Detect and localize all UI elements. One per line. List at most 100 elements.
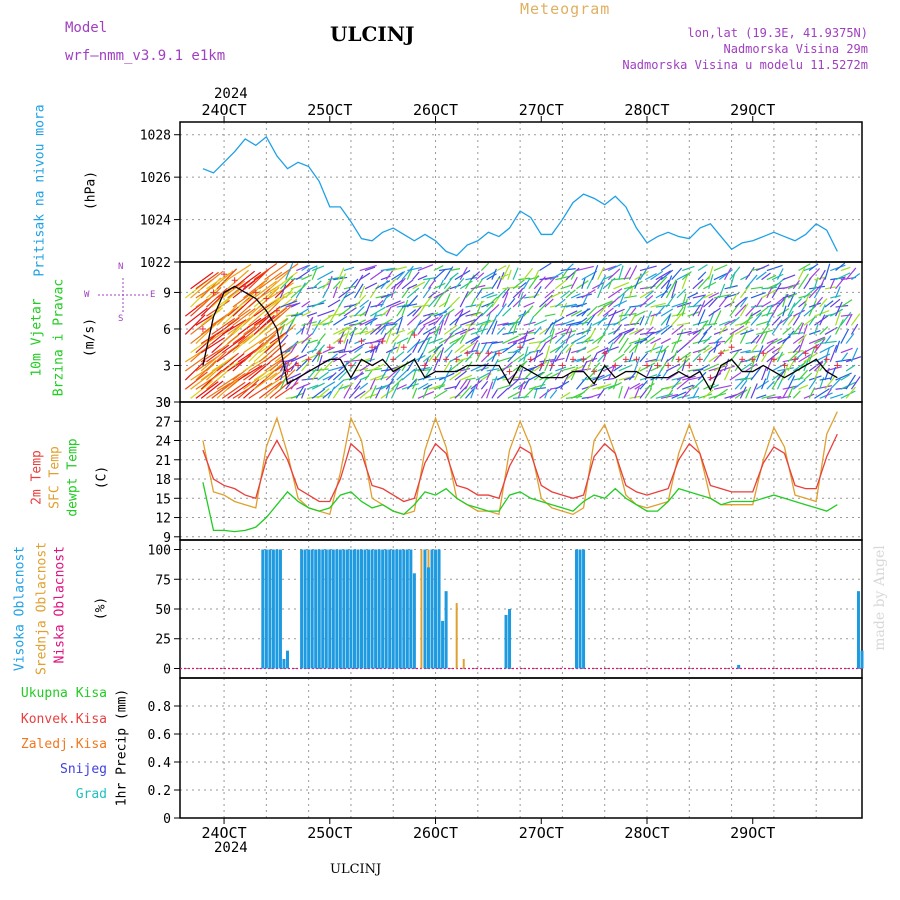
wind-arrow	[243, 342, 265, 363]
wind-arrow	[586, 393, 601, 399]
cloud-high-bar	[737, 664, 741, 669]
wind-arrow	[248, 382, 273, 399]
wind-arrow	[813, 338, 826, 354]
wind-arrow	[443, 342, 456, 354]
wind-arrow	[554, 334, 566, 344]
wind-arrow	[433, 343, 443, 354]
wind-arrow	[290, 311, 299, 326]
pressure-line	[202, 135, 838, 257]
wind-arrow	[417, 391, 435, 399]
wind-arrow	[385, 350, 392, 363]
wind-arrow	[391, 301, 405, 308]
wind-arrow	[375, 280, 391, 290]
cloud-mid-bar	[462, 658, 465, 669]
y-tick-label: 1022	[140, 256, 171, 271]
wind-arrow	[581, 270, 598, 281]
wind-arrow	[475, 288, 483, 299]
wind-arrow	[539, 359, 554, 363]
wind-arrow	[221, 305, 243, 326]
wind-arrow	[486, 293, 498, 299]
wind-arrow	[660, 370, 669, 381]
wind-arrow	[417, 275, 428, 281]
y-tick-label: 50	[155, 603, 171, 618]
wind-arrow	[644, 290, 654, 299]
y-tick-label: 0	[163, 812, 171, 827]
wind-arrow	[385, 386, 391, 399]
wind-arrow	[354, 390, 366, 399]
wind-arrow	[729, 293, 738, 308]
wind-arrow	[279, 364, 287, 381]
wind-arrow	[745, 312, 754, 326]
wind-arrow	[243, 317, 267, 335]
wind-arrow	[264, 354, 289, 372]
wind-arrow	[650, 337, 662, 345]
wind-arrow	[560, 343, 569, 354]
wind-arrow	[412, 387, 418, 399]
wind-arrow	[708, 355, 719, 363]
y-tick-label: 27	[155, 415, 171, 430]
wind-arrow	[438, 279, 444, 290]
cloud-mid-bar	[455, 603, 458, 669]
wind-arrow	[227, 263, 252, 281]
wind-arrow	[449, 394, 461, 399]
wind-arrow	[295, 308, 310, 317]
wind-arrow	[597, 300, 613, 308]
wind-arrow	[391, 363, 405, 372]
wind-arrow	[517, 343, 525, 354]
wind-arrow	[829, 344, 838, 363]
y-tick-label: 0.8	[148, 700, 171, 715]
wind-arrow	[184, 314, 206, 335]
wind-arrow	[375, 341, 381, 353]
cloud-high-bar	[352, 549, 356, 669]
wind-arrow	[782, 305, 787, 317]
wind-arrow	[787, 302, 796, 317]
wind-arrow	[517, 293, 524, 308]
wind-arrow	[787, 375, 796, 390]
wind-arrow	[470, 379, 483, 390]
wind-arrow	[697, 300, 706, 317]
wind-arrow	[502, 286, 520, 290]
precip-legend-grad: Grad	[75, 787, 107, 802]
wind-arrow	[449, 371, 462, 381]
wind-arrow	[634, 366, 641, 381]
wind-arrow	[835, 319, 844, 335]
wind-arrow	[512, 377, 529, 381]
wind-arrow	[459, 310, 471, 317]
wind-arrow	[829, 366, 837, 381]
wind-arrow	[385, 306, 392, 317]
wind-arrow	[332, 280, 341, 290]
wind-arrow	[776, 369, 786, 381]
wind-arrow	[623, 267, 632, 280]
x-day-label-top: 26OCT	[413, 101, 458, 119]
wind-arrow	[359, 326, 368, 335]
wind-arrow	[412, 305, 423, 317]
wind-arrow	[470, 384, 477, 399]
wind-arrow	[745, 386, 752, 399]
wind-arrow	[734, 304, 747, 317]
wind-arrow	[322, 288, 329, 299]
wind-arrow	[401, 360, 409, 372]
wind-arrow	[834, 340, 841, 353]
wind-arrow	[581, 360, 588, 372]
wind-arrow	[571, 365, 585, 372]
wind-arrow	[385, 367, 400, 381]
wind-arrow	[348, 385, 361, 399]
wind-arrow	[607, 268, 621, 281]
wind-arrow	[200, 317, 224, 335]
wind-arrow	[380, 366, 390, 381]
wind-arrow	[702, 325, 713, 335]
wind-arrow	[618, 312, 637, 317]
wind-arrow	[211, 270, 234, 290]
wind-arrow	[729, 390, 745, 399]
wind-arrow	[840, 374, 850, 381]
wind-arrow	[385, 346, 398, 354]
wind-arrow	[301, 323, 306, 335]
wind-arrow	[301, 333, 313, 345]
precip-legend-total: Ukupna Kisa	[20, 686, 107, 701]
wind-arrow	[264, 360, 286, 381]
wind-arrow	[819, 314, 826, 326]
wind-arrow	[406, 341, 419, 354]
wind-arrow	[311, 388, 326, 399]
station-title: ULCINJ	[330, 22, 415, 46]
y-tick-label: 0	[163, 662, 171, 677]
